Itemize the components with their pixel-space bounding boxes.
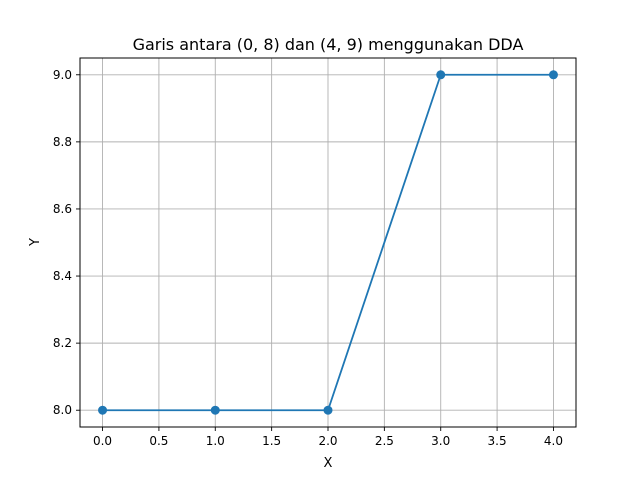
x-tick-label: 3.5 bbox=[488, 434, 507, 448]
x-tick-label: 1.0 bbox=[206, 434, 225, 448]
y-tick-label: 8.4 bbox=[53, 269, 72, 283]
x-axis-label: X bbox=[324, 456, 333, 471]
y-tick-label: 8.2 bbox=[53, 336, 72, 350]
data-point bbox=[548, 70, 558, 80]
y-tick-label: 8.6 bbox=[53, 202, 72, 216]
y-tick-label: 8.0 bbox=[53, 403, 72, 417]
x-tick-label: 3.0 bbox=[431, 434, 450, 448]
data-point bbox=[436, 70, 446, 80]
x-tick-label: 4.0 bbox=[544, 434, 563, 448]
x-tick-label: 0.5 bbox=[149, 434, 168, 448]
series-layer bbox=[98, 70, 558, 415]
x-tick-label: 1.5 bbox=[262, 434, 281, 448]
y-tick-label: 9.0 bbox=[53, 68, 72, 82]
y-tick-label: 8.8 bbox=[53, 135, 72, 149]
y-axis-label: Y bbox=[28, 238, 43, 247]
data-point bbox=[210, 405, 220, 415]
data-point bbox=[98, 405, 108, 415]
x-tick-label: 2.0 bbox=[318, 434, 337, 448]
x-tick-label: 0.0 bbox=[93, 434, 112, 448]
chart-title: Garis antara (0, 8) dan (4, 9) menggunak… bbox=[133, 35, 524, 54]
tick-layer: 0.0 0.5 1.0 1.5 2.0 2.5 3.0 3.5 4.0 8.0 8.2 8.4 8.6 8… bbox=[53, 68, 563, 448]
data-point bbox=[323, 405, 333, 415]
plot-frame bbox=[79, 57, 577, 428]
x-tick-label: 2.5 bbox=[375, 434, 394, 448]
